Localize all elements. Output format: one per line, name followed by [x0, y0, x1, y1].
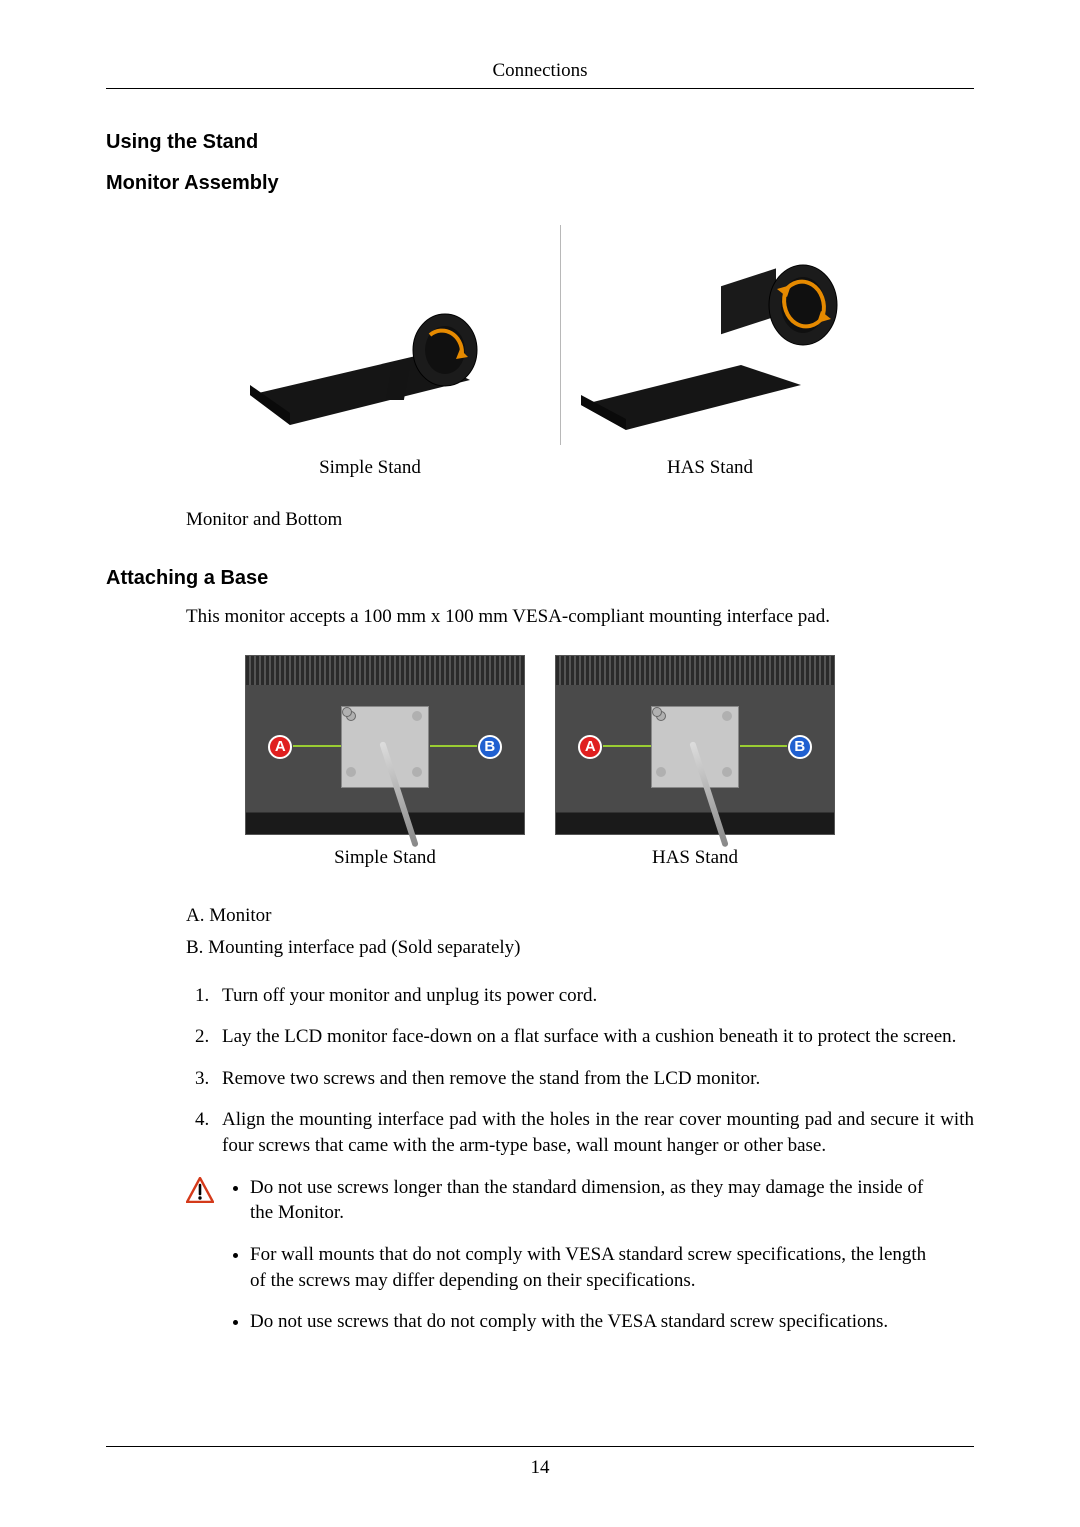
- arrow-a-2: [603, 745, 650, 747]
- vesa-simple-image: A B: [245, 655, 525, 835]
- warning-list: Do not use screws longer than the standa…: [228, 1175, 974, 1351]
- badge-b-icon: B: [478, 735, 502, 759]
- vesa-has-image: A B: [555, 655, 835, 835]
- heading-attaching-base: Attaching a Base: [106, 567, 974, 590]
- caption-simple-stand-1: Simple Stand: [319, 457, 421, 479]
- caption-has-stand-1: HAS Stand: [667, 457, 753, 479]
- badge-b-icon-2: B: [788, 735, 812, 759]
- badge-a-icon: A: [268, 735, 292, 759]
- simple-stand-image: [220, 225, 520, 445]
- arrow-b-2: [740, 745, 787, 747]
- figure-row-vesa: A B Simple Stand A B HAS Stand: [106, 655, 974, 869]
- page-footer: 14: [106, 1446, 974, 1479]
- step-1: Turn off your monitor and unplug its pow…: [214, 983, 974, 1009]
- figure-row-stands: Simple Stand HAS Stand: [106, 225, 974, 479]
- warning-3: Do not use screws that do not comply wit…: [250, 1309, 974, 1335]
- warning-icon: [186, 1177, 214, 1351]
- text-monitor-bottom: Monitor and Bottom: [186, 507, 974, 533]
- arrow-b: [430, 745, 477, 747]
- figure-vesa-has: A B HAS Stand: [555, 655, 835, 869]
- has-stand-image: [560, 225, 860, 445]
- step-4: Align the mounting interface pad with th…: [214, 1107, 974, 1158]
- warning-1: Do not use screws longer than the standa…: [250, 1175, 974, 1226]
- caption-has-stand-2: HAS Stand: [652, 847, 738, 869]
- warning-block: Do not use screws longer than the standa…: [186, 1175, 974, 1351]
- vent-strip-2: [556, 656, 834, 684]
- text-vesa-intro: This monitor accepts a 100 mm x 100 mm V…: [186, 604, 964, 630]
- figure-has-stand: HAS Stand: [560, 225, 860, 479]
- label-a: A. Monitor: [186, 903, 974, 929]
- label-b: B. Mounting interface pad (Sold separate…: [186, 935, 974, 961]
- warning-2: For wall mounts that do not comply with …: [250, 1242, 974, 1293]
- footer-rule: [106, 1446, 974, 1447]
- has-stand-svg: [571, 235, 851, 435]
- step-3: Remove two screws and then remove the st…: [214, 1066, 974, 1092]
- step-2: Lay the LCD monitor face-down on a flat …: [214, 1024, 974, 1050]
- vent-strip: [246, 656, 524, 684]
- steps-list: Turn off your monitor and unplug its pow…: [186, 983, 974, 1159]
- badge-a-icon-2: A: [578, 735, 602, 759]
- arrow-a: [293, 745, 340, 747]
- heading-using-stand: Using the Stand: [106, 131, 974, 154]
- figure-simple-stand: Simple Stand: [220, 225, 520, 479]
- header-rule: [106, 88, 974, 89]
- caption-simple-stand-2: Simple Stand: [334, 847, 436, 869]
- simple-stand-svg: [230, 235, 510, 435]
- header-section: Connections: [106, 60, 974, 82]
- figure-vesa-simple: A B Simple Stand: [245, 655, 525, 869]
- heading-monitor-assembly: Monitor Assembly: [106, 172, 974, 195]
- page-number: 14: [106, 1457, 974, 1479]
